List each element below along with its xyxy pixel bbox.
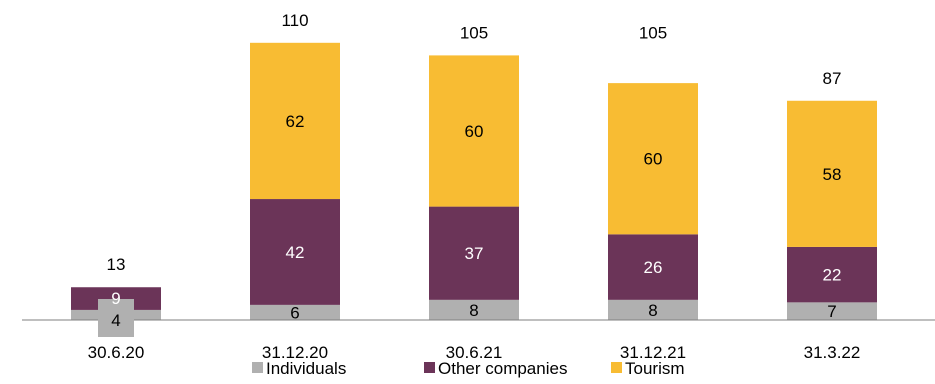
value-label-tourism-31-12-20: 62 xyxy=(286,112,305,131)
bar-other-companies-30-6-20 xyxy=(71,287,161,310)
bar-tourism-31-12-20 xyxy=(250,42,340,200)
legend-label-other-companies: Other companies xyxy=(438,359,567,378)
legend: Individuals Other companies Tourism xyxy=(252,359,685,378)
total-label-31-3-22: 87 xyxy=(823,69,842,88)
value-box-individuals-30-6-20 xyxy=(98,299,134,337)
value-label-other-companies-31-12-21: 26 xyxy=(644,258,663,277)
value-label-other-companies-31-3-22: 22 xyxy=(823,266,842,285)
bar-other-companies-31-3-22 xyxy=(787,246,877,303)
bar-tourism-31-3-22 xyxy=(787,100,877,247)
value-label-other-companies-31-12-20: 42 xyxy=(286,243,305,262)
bar-tourism-30-6-21 xyxy=(429,55,519,207)
value-label-tourism-30-6-21: 60 xyxy=(465,122,484,141)
category-label-31-12-20: 31.12.20 xyxy=(262,343,328,362)
bar-tourism-31-12-21 xyxy=(608,83,698,235)
legend-swatch-other-companies xyxy=(424,362,435,373)
category-label-31-12-21: 31.12.21 xyxy=(620,343,686,362)
bar-other-companies-30-6-21 xyxy=(429,206,519,300)
legend-label-tourism: Tourism xyxy=(625,359,685,378)
bar-individuals-30-6-21 xyxy=(429,299,519,320)
value-label-other-companies-30-6-20: 9 xyxy=(111,289,120,308)
bar-other-companies-31-12-20 xyxy=(250,199,340,305)
value-label-individuals-30-6-20: 4 xyxy=(111,311,120,330)
value-label-tourism-31-12-21: 60 xyxy=(644,150,663,169)
value-label-individuals-30-6-21: 8 xyxy=(469,301,478,320)
category-label-30-6-21: 30.6.21 xyxy=(446,343,503,362)
bar-individuals-31-12-21 xyxy=(608,299,698,320)
bar-individuals-31-12-20 xyxy=(250,304,340,320)
total-label-30-6-21: 105 xyxy=(460,23,488,42)
total-label-30-6-20: 13 xyxy=(107,255,126,274)
legend-label-individuals: Individuals xyxy=(266,359,346,378)
value-label-individuals-31-3-22: 7 xyxy=(827,302,836,321)
category-label-31-3-22: 31.3.22 xyxy=(804,343,861,362)
labels-group: 4 9 13 30.6.20 6 42 62 110 31.12.20 8 37 60 105 30.6.… xyxy=(88,11,861,362)
total-label-31-12-20: 110 xyxy=(281,11,308,30)
bars-group xyxy=(71,42,877,320)
bar-other-companies-31-12-21 xyxy=(608,234,698,300)
value-label-other-companies-30-6-21: 37 xyxy=(465,244,484,263)
value-label-individuals-31-12-20: 6 xyxy=(290,303,299,322)
legend-swatch-tourism xyxy=(611,362,622,373)
value-label-tourism-31-3-22: 58 xyxy=(823,165,842,184)
total-label-31-12-21: 105 xyxy=(639,23,667,42)
value-label-individuals-31-12-21: 8 xyxy=(648,301,657,320)
legend-swatch-individuals xyxy=(252,362,263,373)
category-label-30-6-20: 30.6.20 xyxy=(88,343,145,362)
bar-individuals-31-3-22 xyxy=(787,302,877,320)
